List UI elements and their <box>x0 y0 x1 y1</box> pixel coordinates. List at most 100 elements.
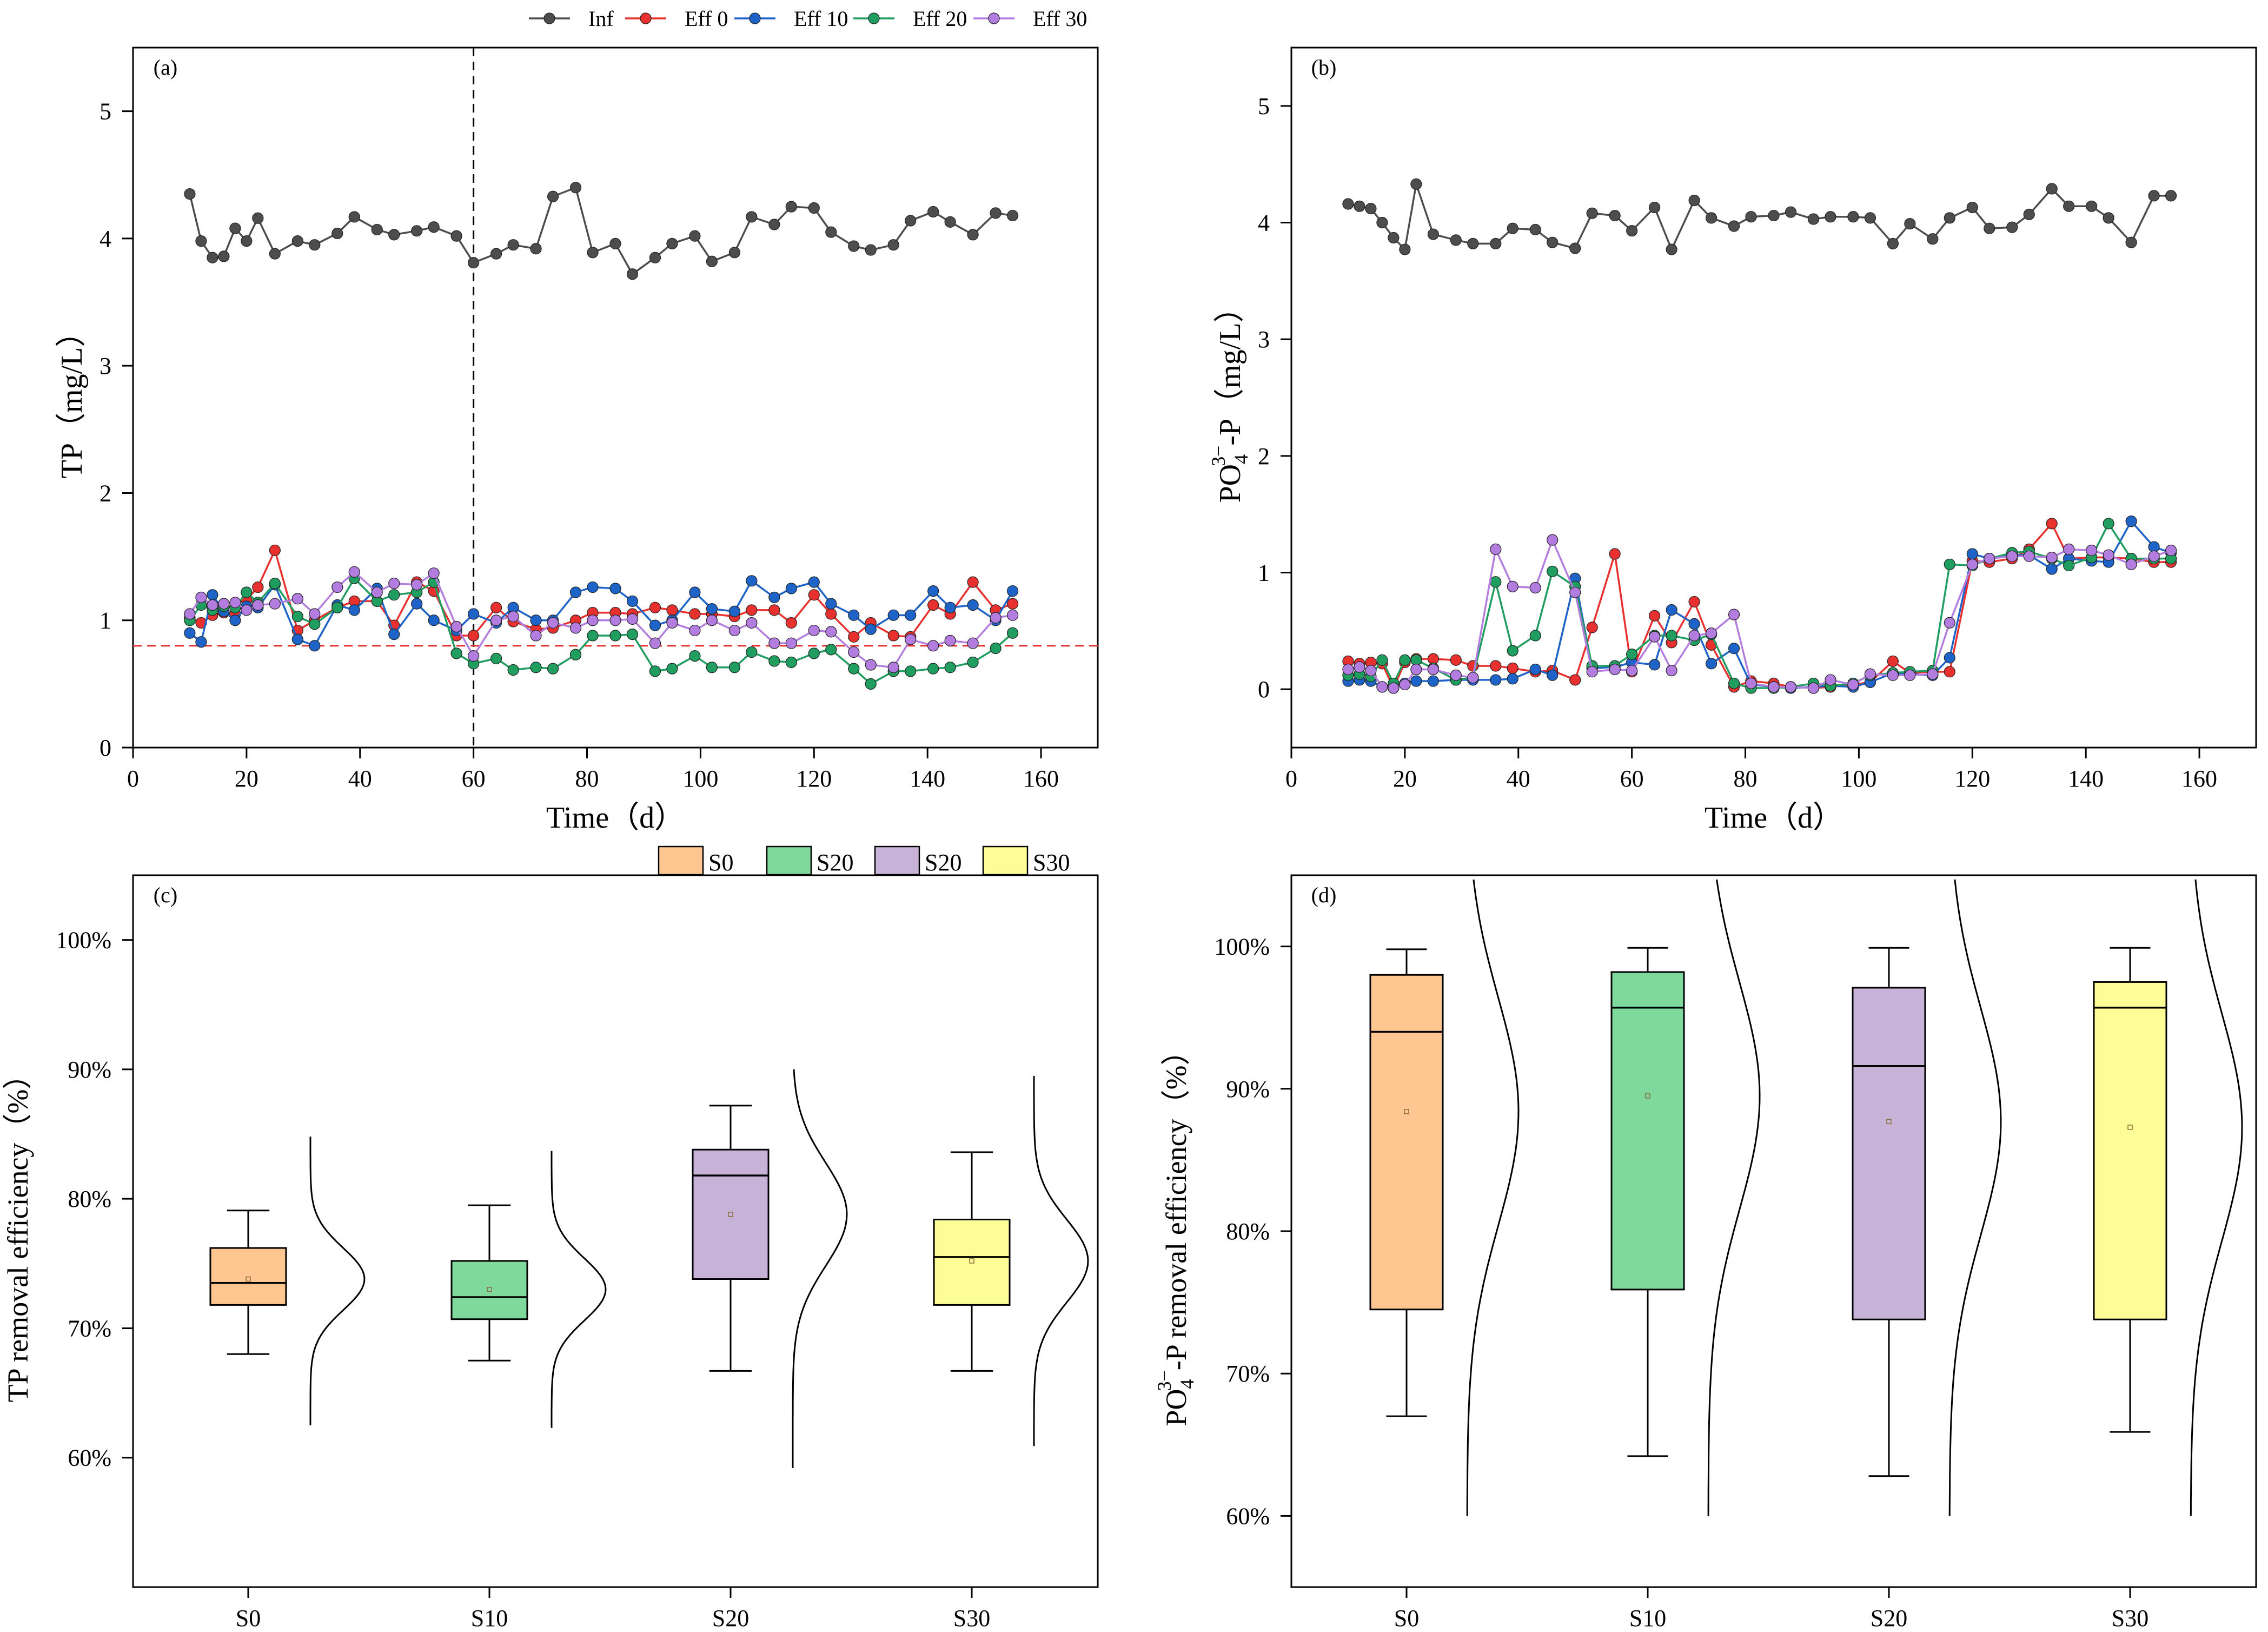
data-point <box>2125 558 2137 571</box>
mean-marker <box>2127 1125 2133 1130</box>
data-point <box>927 599 939 611</box>
data-point <box>1825 211 1836 223</box>
distribution-curve <box>1466 879 1520 1516</box>
d-box-s30 <box>2093 879 2243 1516</box>
data-point <box>1666 604 1677 616</box>
data-point <box>1410 675 1422 687</box>
data-point <box>785 201 797 213</box>
c-x-tick-label: S30 <box>953 1605 990 1631</box>
data-point <box>291 235 303 247</box>
legend-marker <box>868 12 880 24</box>
legend-item-3: S30 <box>982 845 1070 876</box>
data-point <box>450 230 462 242</box>
legend-item-eff-10: Eff 10 <box>734 6 848 31</box>
data-point <box>1354 200 1365 212</box>
iqr-box <box>1852 987 1926 1320</box>
b-x-tick-label: 100 <box>1841 765 1876 792</box>
data-point <box>825 626 837 638</box>
data-point <box>1728 643 1740 655</box>
data-point <box>825 608 837 620</box>
data-point <box>1944 652 1955 664</box>
b-y-tick-label: 3 <box>1258 326 1270 353</box>
data-point <box>331 227 343 240</box>
data-point <box>490 652 502 664</box>
data-point <box>411 579 423 591</box>
data-point <box>2063 200 2075 212</box>
data-point <box>309 239 321 251</box>
data-point <box>887 239 899 251</box>
data-point <box>746 646 758 658</box>
mean-marker <box>969 1258 974 1264</box>
b-series-eff-30 <box>1342 534 2177 694</box>
a-y-tick-label: 4 <box>100 226 111 252</box>
data-point <box>887 609 899 621</box>
data-point <box>348 604 360 616</box>
data-point <box>569 586 582 598</box>
data-point <box>1745 211 1757 223</box>
a-x-tick-label: 100 <box>682 765 718 792</box>
data-point <box>2165 190 2177 202</box>
data-point <box>195 235 207 247</box>
a-series-eff-0 <box>184 544 1019 643</box>
d-x-tick-label: S30 <box>2112 1605 2148 1631</box>
data-point <box>728 247 740 259</box>
data-point <box>848 646 860 658</box>
data-point <box>195 591 207 603</box>
data-point <box>587 615 599 626</box>
c-y-tick-label: 80% <box>68 1186 111 1212</box>
data-point <box>2023 550 2035 562</box>
data-point <box>1864 668 1876 680</box>
data-point <box>1547 534 1559 546</box>
data-point <box>967 599 979 611</box>
data-point <box>1450 654 1462 666</box>
data-point <box>689 650 701 662</box>
data-point <box>1507 673 1518 685</box>
data-point <box>1785 206 1797 218</box>
data-point <box>825 644 837 656</box>
data-point <box>2148 190 2160 202</box>
legend-label: S30 <box>1033 849 1070 876</box>
data-point <box>1399 678 1411 691</box>
data-point <box>1365 203 1377 215</box>
data-point <box>507 611 519 623</box>
data-point <box>490 248 502 260</box>
data-point <box>1785 681 1797 693</box>
data-point <box>865 678 877 690</box>
data-point <box>468 608 480 620</box>
b-x-tick-label: 40 <box>1507 765 1530 792</box>
data-point <box>428 221 440 233</box>
legend-marker <box>988 12 1000 24</box>
d-y-tick-label: 90% <box>1226 1076 1270 1102</box>
data-point <box>1410 663 1422 676</box>
data-point <box>927 663 939 675</box>
data-point <box>490 602 502 613</box>
a-y-tick-label: 0 <box>100 735 111 761</box>
data-point <box>2086 200 2098 212</box>
distribution-curve <box>1033 1075 1089 1446</box>
data-point <box>587 247 599 259</box>
data-point <box>1586 207 1598 219</box>
data-point <box>569 622 582 634</box>
legend-marker <box>749 12 761 24</box>
data-point <box>626 629 639 640</box>
legend-item-0: S0 <box>658 845 733 876</box>
data-point <box>291 593 303 605</box>
data-point <box>207 589 218 601</box>
data-point <box>269 598 281 610</box>
b-y-axis-label-sub: 4 <box>1230 454 1252 464</box>
data-point <box>768 637 780 649</box>
data-point <box>1666 665 1677 677</box>
data-point <box>848 240 860 252</box>
data-point <box>706 603 718 615</box>
a-panel-label: (a) <box>154 55 177 80</box>
iqr-box <box>2093 981 2167 1320</box>
data-point <box>626 613 639 625</box>
data-point <box>1649 201 1661 214</box>
data-point <box>1547 236 1559 248</box>
data-point <box>1569 242 1581 254</box>
data-point <box>927 206 939 218</box>
d-box-s0 <box>1369 879 1520 1516</box>
data-point <box>1666 243 1677 255</box>
b-panel-label: (b) <box>1311 55 1337 80</box>
mean-marker <box>1404 1109 1409 1114</box>
